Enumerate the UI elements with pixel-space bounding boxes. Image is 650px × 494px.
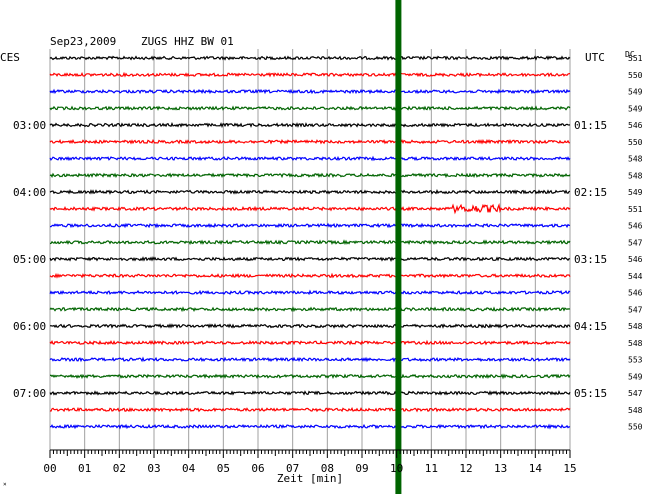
x-tick-label: 03 bbox=[147, 462, 160, 475]
trace-row-22 bbox=[49, 406, 571, 413]
trace-row-10 bbox=[49, 202, 571, 215]
left-time-label: 06:00 bbox=[13, 320, 46, 333]
dc-offset-label: 549 bbox=[628, 104, 643, 113]
x-tick-label: 12 bbox=[459, 462, 472, 475]
x-tick-label: 15 bbox=[563, 462, 576, 475]
dc-offset-label: 550 bbox=[628, 71, 643, 80]
right-time-label: 04:15 bbox=[574, 320, 607, 333]
dc-offset-label: 548 bbox=[628, 339, 643, 348]
trace-row-19 bbox=[49, 356, 571, 363]
trace-row-21 bbox=[49, 390, 571, 396]
left-timezone-label: CES bbox=[0, 51, 20, 64]
right-timezone-label: UTC bbox=[585, 51, 605, 64]
dc-offset-label: 553 bbox=[628, 356, 643, 365]
trace-row-8 bbox=[49, 172, 571, 179]
x-tick-label: 09 bbox=[355, 462, 368, 475]
trace-row-6 bbox=[49, 138, 571, 145]
grid-lines bbox=[49, 49, 571, 450]
dc-offset-label: 548 bbox=[628, 322, 643, 331]
trace-row-1 bbox=[49, 55, 571, 61]
dc-offset-label: 549 bbox=[628, 372, 643, 381]
trace-row-17 bbox=[49, 323, 571, 329]
x-tick-label: 14 bbox=[529, 462, 543, 475]
trace-row-4 bbox=[49, 105, 571, 111]
x-tick-label: 02 bbox=[113, 462, 126, 475]
trace-row-14 bbox=[49, 272, 571, 279]
trace-row-2 bbox=[49, 71, 571, 78]
right-time-label: 03:15 bbox=[574, 253, 607, 266]
dc-offset-label: 549 bbox=[628, 188, 643, 197]
dc-offset-label: 547 bbox=[628, 389, 643, 398]
trace-row-5 bbox=[49, 122, 571, 129]
trace-row-3 bbox=[49, 88, 571, 95]
x-tick-label: 07 bbox=[286, 462, 299, 475]
time-marker-line bbox=[395, 0, 402, 494]
dc-offset-label: 549 bbox=[628, 88, 643, 97]
x-tick-label: 00 bbox=[43, 462, 56, 475]
dc-offset-label: 547 bbox=[628, 305, 643, 314]
x-tick-label: 06 bbox=[251, 462, 264, 475]
trace-row-15 bbox=[49, 289, 571, 296]
trace-group bbox=[49, 0, 571, 494]
dc-offset-label: 548 bbox=[628, 171, 643, 180]
left-time-label: 04:00 bbox=[13, 186, 46, 199]
corner-mark: × bbox=[3, 481, 7, 488]
dc-offset-label: 548 bbox=[628, 406, 643, 415]
dc-offset-label: 547 bbox=[628, 238, 643, 247]
left-time-label: 03:00 bbox=[13, 119, 46, 132]
x-axis-title: Zeit [min] bbox=[277, 472, 343, 485]
dc-offset-label: 544 bbox=[628, 272, 643, 281]
date-label: Sep23,2009 bbox=[50, 35, 116, 48]
x-tick-label: 04 bbox=[182, 462, 196, 475]
dc-offset-label: 546 bbox=[628, 222, 643, 231]
dc-offset-label: 550 bbox=[628, 423, 643, 432]
trace-row-9 bbox=[49, 188, 571, 195]
dc-offset-label: 550 bbox=[628, 138, 643, 147]
left-time-label: 07:00 bbox=[13, 387, 46, 400]
dc-offset-label: 546 bbox=[628, 255, 643, 264]
x-axis: 00 01 02 03 04 05 06 07 08 09 10 11 12 13 14 15 bbox=[43, 449, 577, 475]
x-tick-label: 05 bbox=[217, 462, 230, 475]
trace-row-16 bbox=[49, 306, 571, 313]
dc-offset-label: 551 bbox=[628, 205, 643, 214]
right-time-label: 01:15 bbox=[574, 119, 607, 132]
station-label: ZUGS HHZ BW 01 bbox=[141, 35, 234, 48]
trace-row-12 bbox=[49, 239, 571, 246]
dc-offset-label: 551 bbox=[628, 54, 643, 63]
x-tick-label: 10 bbox=[390, 462, 403, 475]
x-tick-label: 08 bbox=[321, 462, 334, 475]
x-tick-label: 11 bbox=[425, 462, 438, 475]
right-time-label: 05:15 bbox=[574, 387, 607, 400]
dc-offset-label: 548 bbox=[628, 155, 643, 164]
x-tick-label: 13 bbox=[494, 462, 507, 475]
right-time-label: 02:15 bbox=[574, 186, 607, 199]
dc-offset-label: 546 bbox=[628, 121, 643, 130]
trace-row-13 bbox=[49, 256, 571, 262]
dc-label: DC bbox=[625, 50, 635, 59]
trace-row-7 bbox=[49, 155, 571, 162]
trace-row-11 bbox=[50, 222, 571, 229]
trace-row-20 bbox=[49, 373, 571, 380]
left-time-label: 05:00 bbox=[13, 253, 46, 266]
dc-offset-label: 546 bbox=[628, 289, 643, 298]
labels-group: 551 550 549 549 546 550 548 548 549 551 546 547 546 5… bbox=[13, 54, 643, 432]
trace-row-23 bbox=[49, 423, 571, 430]
trace-row-18 bbox=[49, 339, 571, 346]
x-tick-label: 01 bbox=[78, 462, 91, 475]
